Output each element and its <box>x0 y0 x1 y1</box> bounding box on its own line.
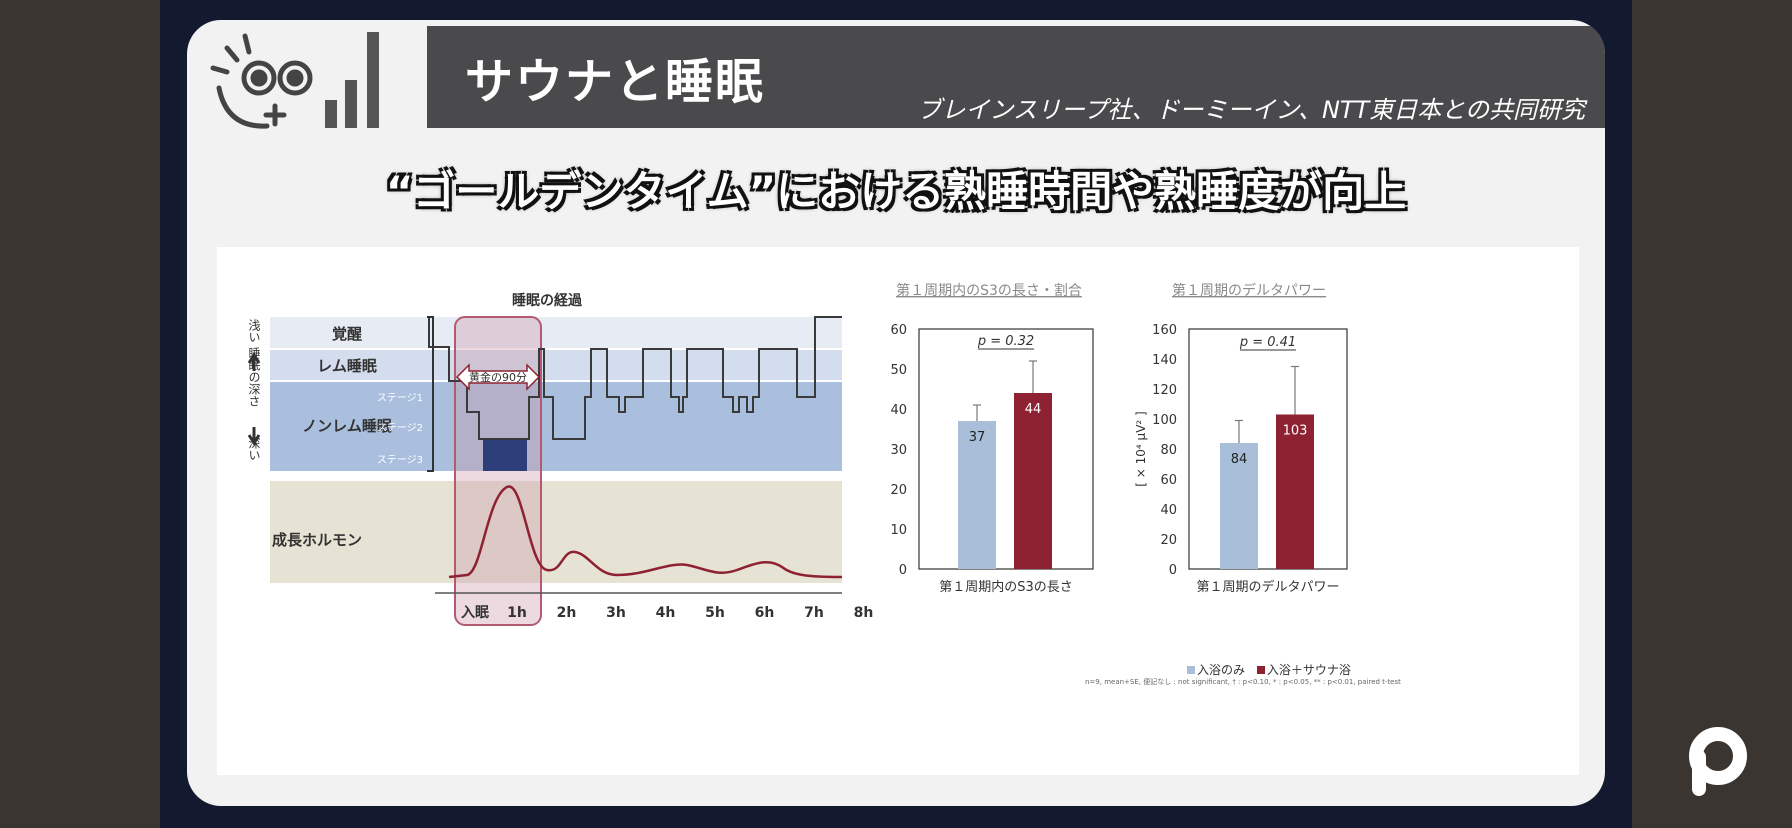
band-rem <box>270 349 842 381</box>
y-tick-label: 40 <box>890 403 907 418</box>
bar <box>1014 393 1052 569</box>
chart-title: 第１周期のデルタパワー <box>1172 282 1326 299</box>
y-tick-label: 120 <box>1152 383 1177 398</box>
time-label: 入眠 <box>461 605 489 621</box>
time-label: 7h <box>804 605 824 621</box>
logo-icon <box>210 32 379 129</box>
y-axis-label: [min] <box>877 433 878 465</box>
slide: サウナと睡眠 ブレインスリープ社、ドーミーイン、NTT東日本との共同研究 “ゴー… <box>187 20 1605 806</box>
axis-deep: 深い <box>247 437 261 461</box>
y-tick-label: 20 <box>890 483 907 498</box>
substage-label: ステージ2 <box>377 423 423 434</box>
arrow-down-icon <box>247 427 261 446</box>
figure-panel: 睡眠の経過覚醒レム睡眠ノンレム睡眠 ステージ1 ステージ2 ステージ3 黄金の90分成長… <box>217 247 1579 775</box>
time-label: 2h <box>557 605 577 621</box>
axis-shallow: 浅い <box>247 319 261 343</box>
hormone-curve <box>448 485 843 579</box>
headline: “ゴールデンタイム”における熟睡時間や熟睡度が向上 <box>385 167 1407 216</box>
substage-label: ステージ3 <box>377 455 423 466</box>
legend-item-2: 入浴＋サウナ浴 <box>1266 663 1351 677</box>
bar-value-label: 84 <box>1231 452 1248 467</box>
bar-chart-1: 第１周期内のS3の長さ・割合 0 10 20 30 40 50 60 [min] 第１周期内のS3… <box>877 282 1094 595</box>
substage-label: ステージ1 <box>377 393 423 404</box>
y-tick-label: 140 <box>1152 353 1177 368</box>
plot-frame <box>1188 328 1348 570</box>
time-label: 4h <box>656 605 676 621</box>
chart-title: 第１周期内のS3の長さ・割合 <box>896 282 1082 299</box>
p-value-label: p = 0.32 <box>977 334 1034 349</box>
y-tick-label: 60 <box>890 323 907 338</box>
hormone-label: 成長ホルモン <box>272 531 362 549</box>
bar <box>1220 443 1258 569</box>
legend: 入浴のみ 入浴＋サウナ浴 <box>1187 661 1351 678</box>
time-label: 3h <box>606 605 626 621</box>
slide-title: サウナと睡眠 <box>465 54 766 110</box>
y-tick-label: 20 <box>1160 533 1177 548</box>
time-label: 6h <box>755 605 775 621</box>
y-tick-label: 40 <box>1160 503 1177 518</box>
title-bar <box>427 26 1605 128</box>
y-tick-label: 160 <box>1152 323 1177 338</box>
y-tick-label: 10 <box>890 523 907 538</box>
x-axis-label: 第１周期のデルタパワー <box>1196 579 1339 595</box>
golden-90-label: 黄金の90分 <box>469 370 527 384</box>
bar-charts: 第１周期内のS3の長さ・割合 0 10 20 30 40 50 60 [min] 第１周期内のS3… <box>877 282 1348 595</box>
bar-value-label: 44 <box>1025 402 1042 417</box>
band-wake <box>270 317 842 349</box>
y-tick-label: 80 <box>1160 443 1177 458</box>
stage-label: ノンレム睡眠 <box>302 417 392 435</box>
legend-swatch-2 <box>1256 666 1265 674</box>
arrow-up-icon <box>247 352 261 371</box>
brand-p-icon <box>1689 727 1747 796</box>
bar-value-label: 37 <box>969 430 986 445</box>
bar-value-label: 103 <box>1283 424 1308 439</box>
p-value-label: p = 0.41 <box>1239 335 1296 350</box>
bar-chart-2: 第１周期のデルタパワー 0 20 40 60 80 100 120 140 160 [ × 10⁴ … <box>1134 282 1348 595</box>
y-tick-label: 30 <box>890 443 907 458</box>
axis-depth: 睡眠の深さ <box>247 347 261 407</box>
legend-swatch-1 <box>1187 666 1195 674</box>
bar <box>958 421 996 569</box>
footnote: n=9, mean+SE, 便記なし : not significant, † … <box>1085 678 1401 686</box>
slide-subtitle: ブレインスリープ社、ドーミーイン、NTT東日本との共同研究 <box>917 96 1585 124</box>
bar <box>1276 414 1314 569</box>
x-axis-label: 第１周期内のS3の長さ <box>939 579 1073 595</box>
stage-label: 覚醒 <box>332 325 362 343</box>
time-label: 8h <box>854 605 874 621</box>
y-tick-label: 50 <box>890 363 907 378</box>
hypnogram-title: 睡眠の経過 <box>512 292 583 309</box>
legend-item-1: 入浴のみ <box>1197 663 1246 677</box>
stage-label: レム睡眠 <box>317 357 377 375</box>
time-label: 1h <box>507 605 527 621</box>
y-axis-label: [ × 10⁴ μV² ] <box>1134 411 1148 486</box>
deep-sleep-block <box>483 439 527 471</box>
plot-frame <box>918 328 1094 570</box>
y-tick-label: 0 <box>1169 563 1177 578</box>
time-label: 5h <box>705 605 725 621</box>
y-tick-label: 60 <box>1160 473 1177 488</box>
y-tick-label: 0 <box>899 563 907 578</box>
y-tick-label: 100 <box>1152 413 1177 428</box>
